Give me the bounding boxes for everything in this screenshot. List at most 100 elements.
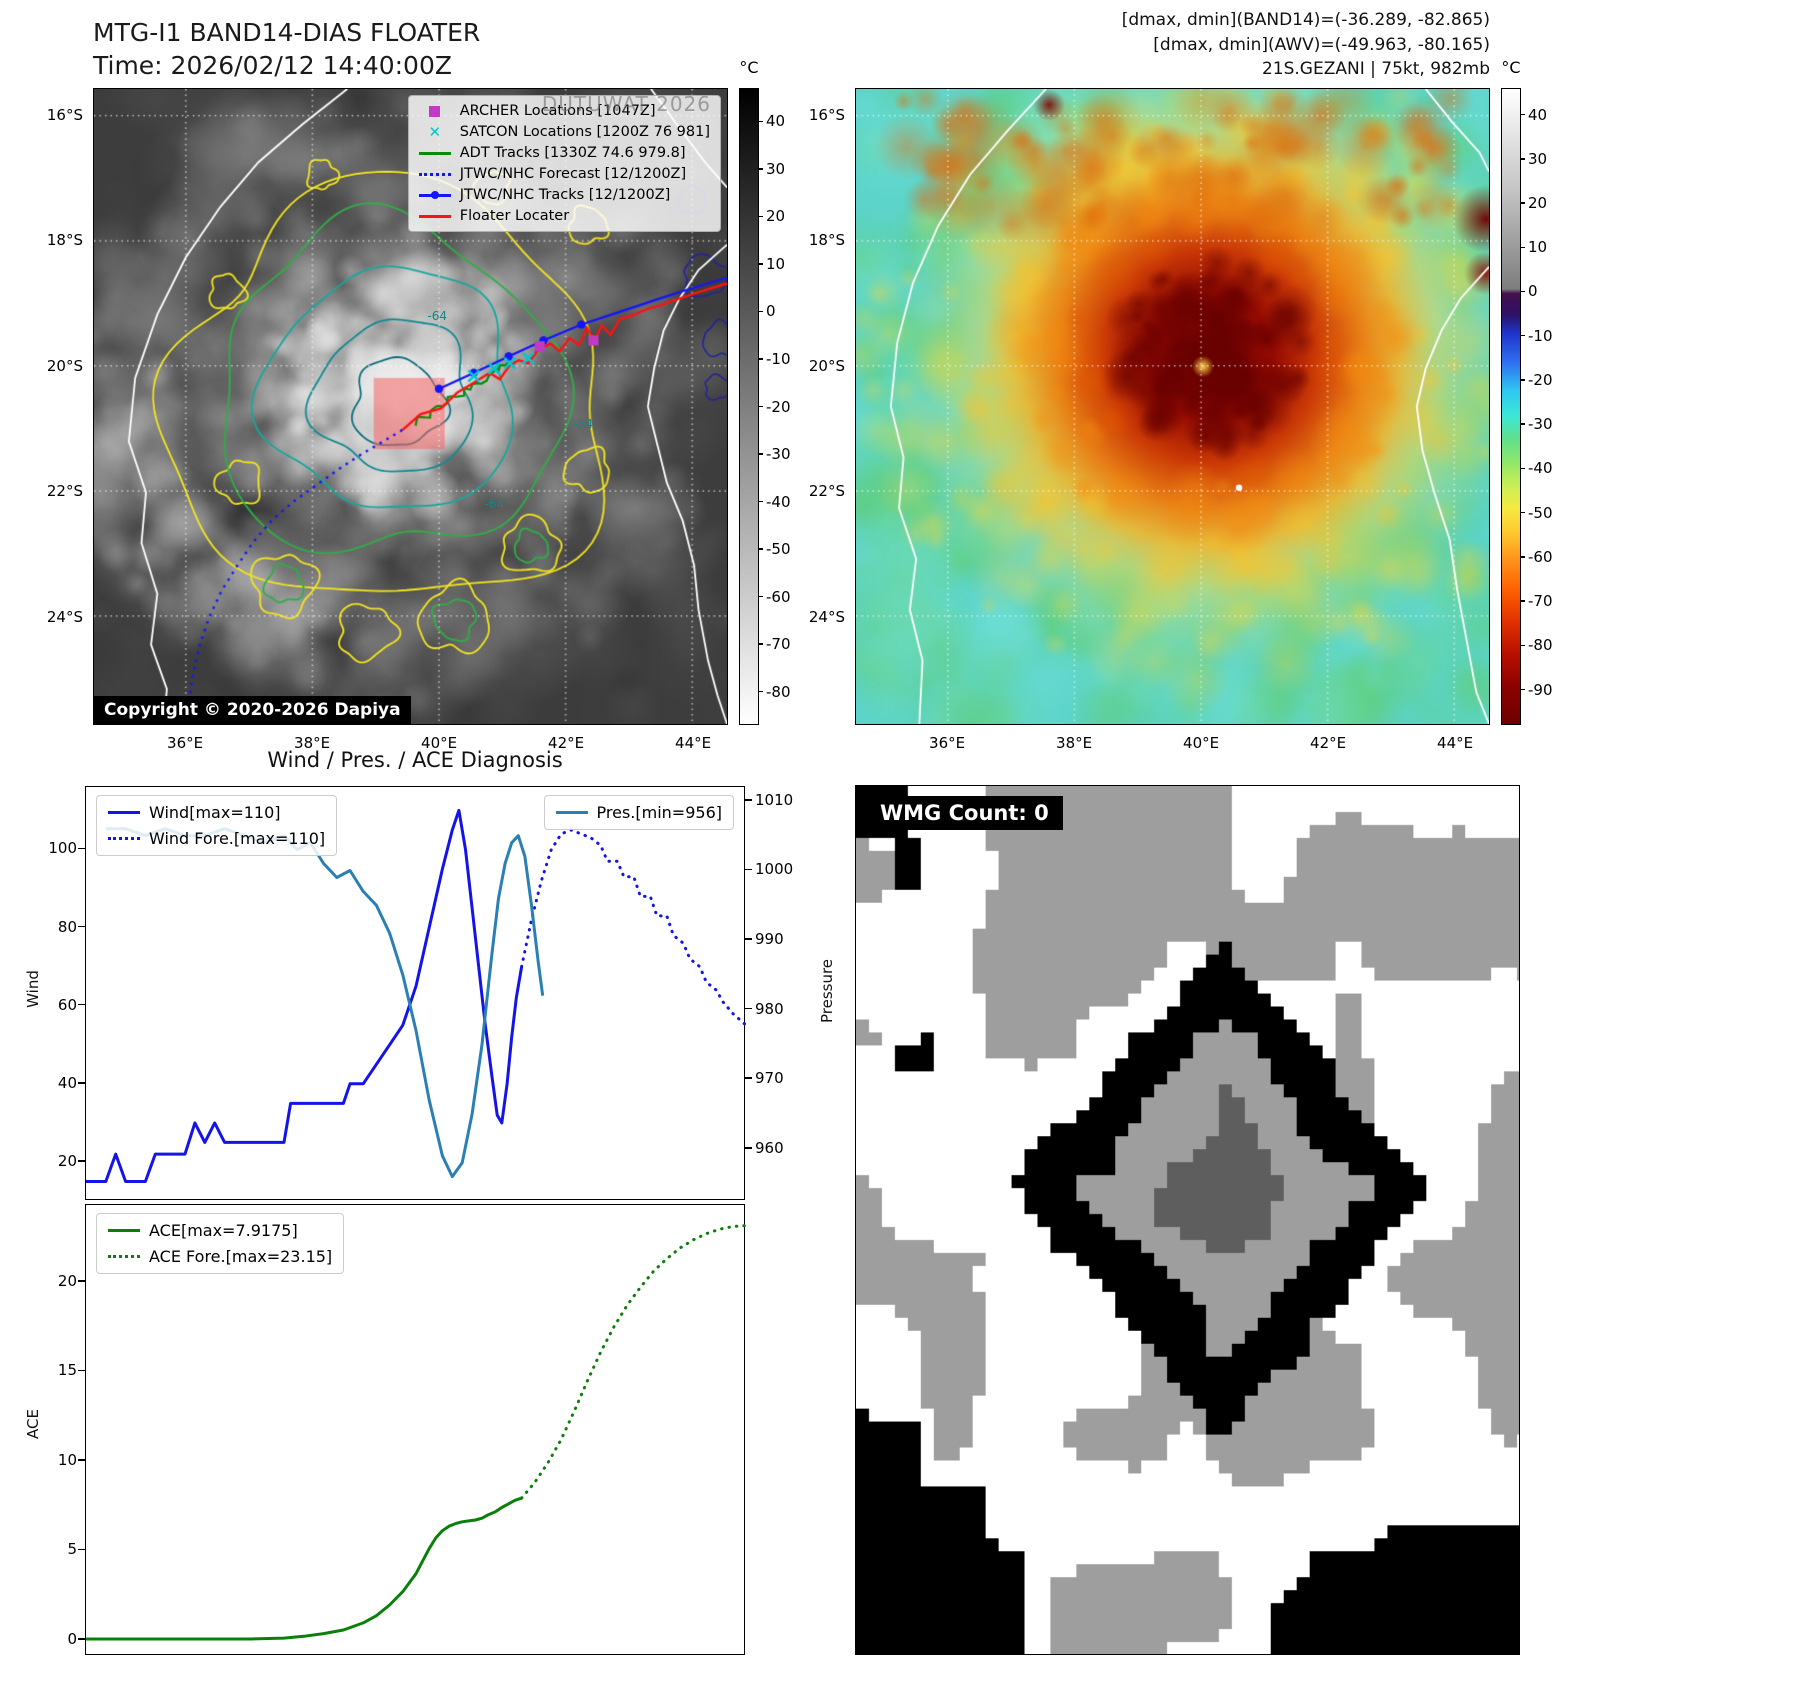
y2-tick-label: 970 [755,1069,784,1088]
y-tick-label: 10 [57,1450,77,1469]
wind-pressure-series-0 [86,808,524,1183]
colorbar-tick-mark [1521,556,1525,558]
line-marker-icon [418,146,451,160]
line-sample-icon [108,1224,140,1238]
lon-tick-label: 36°E [167,734,204,752]
dotted-marker-icon [418,167,451,181]
map-legend-item: ✕ SATCON Locations [1200Z 76 981] [419,124,710,140]
legend-label: Wind[max=110] [149,803,281,822]
y-tick-mark [78,925,85,928]
y-tick-label: 20 [57,1271,77,1290]
colorbar-tick-mark [1521,202,1525,204]
lat-tick-label: 18°S [808,231,845,250]
colorbar-tick-mark [759,690,763,693]
wind-legend: Wind[max=110] Wind Fore.[max=110] [96,795,338,856]
lat-tick-label: 24°S [808,607,845,626]
square-marker-icon [419,104,451,118]
map-legend-label: ARCHER Locations [1047Z] [459,103,656,119]
colorbar-tick-mark [759,595,763,598]
colorbar-tick-mark [1521,158,1525,160]
y-tick-label: 5 [67,1540,77,1559]
lon-tick-label: 40°E [1183,734,1220,752]
legend-item: ACE Fore.[max=23.15] [108,1247,332,1266]
colorbar-tick-label: -40 [1528,459,1553,478]
colorbar-tick-mark [1521,644,1525,647]
ace-axis-label: ACE [23,1409,42,1439]
lat-tick-label: 20°S [808,356,845,375]
colorbar-tick-label: -10 [766,349,791,368]
colorbar-tick-label: 20 [1528,194,1548,212]
band14-map-panel: ARCHER Locations [1047Z] ✕ SATCON Location… [93,88,728,725]
line-sample-icon [555,806,588,820]
colorbar-tick-label: 0 [766,302,776,321]
colorbar-tick-mark [1521,467,1525,470]
lat-tick-label: 22°S [46,482,83,501]
colorbar-tick-mark [1521,246,1525,248]
wmg-pixel-image [856,786,1519,1654]
colorbar-tick-label: -50 [766,540,791,559]
y-tick-mark [78,1369,85,1372]
y-tick-label: 20 [57,1151,77,1170]
band14-colorbar [739,88,759,725]
colorbar-tick-mark [1521,688,1525,691]
map-legend-label: SATCON Locations [1200Z 76 981] [459,124,710,140]
dotted-line-sample-icon [108,832,140,846]
y2-tick-mark [745,1077,752,1079]
legend-label: Pres.[min=956] [596,803,722,822]
colorbar-tick-mark [759,643,763,645]
colorbar-tick-label: -30 [766,445,791,464]
y-tick-mark [78,1160,85,1162]
dotted-line-sample-icon [108,1250,140,1264]
map-legend-label: Floater Locater [459,208,570,224]
colorbar-tick-mark [759,310,763,313]
lat-tick-label: 22°S [808,482,845,501]
ace-legend: ACE[max=7.9175] ACE Fore.[max=23.15] [96,1213,345,1274]
ace-series-0 [86,1496,523,1641]
ace-series-1 [520,1224,746,1500]
y-tick-mark [78,1003,85,1006]
lat-tick-label: 16°S [808,105,845,124]
y-tick-label: 40 [57,1073,77,1092]
x-marker-icon: ✕ [428,123,442,141]
band14-colorbar-unit: °C [739,58,759,77]
contour-value-label: -54 [573,417,594,432]
y-tick-mark [78,1638,85,1640]
legend-item: ACE[max=7.9175] [108,1221,332,1240]
lon-tick-label: 44°E [675,734,712,752]
wind-pressure-series-2 [105,827,545,1179]
legend-item: Wind Fore.[max=110] [108,829,325,848]
y-tick-label: 0 [67,1629,77,1648]
y-tick-label: 15 [57,1361,77,1380]
colorbar-tick-mark [759,168,763,170]
colorbar-tick-mark [759,120,763,123]
colorbar-tick-label: 40 [766,112,786,131]
metadata-header: [dmax, dmin](BAND14)=(-36.289, -82.865) … [1122,8,1490,82]
colorbar-tick-label: -80 [1528,636,1553,655]
colorbar-tick-mark [759,358,763,360]
y-tick-mark [78,1548,85,1551]
lat-tick-label: 20°S [46,356,83,375]
legend-label: ACE Fore.[max=23.15] [149,1247,333,1266]
colorbar-tick-mark [1521,379,1525,381]
colorbar-tick-mark [759,500,763,503]
colorbar-tick-mark [759,405,763,408]
wind-pressure-chart: Wind[max=110] Wind Fore.[max=110] Pres.[m… [85,786,746,1200]
y2-tick-mark [745,868,752,871]
y2-tick-mark [745,938,752,940]
y-tick-label: 60 [57,995,77,1014]
copyright-label: Copyright © 2020-2026 Dapiya [94,696,411,724]
legend-label: Wind Fore.[max=110] [149,829,326,848]
colorbar-tick-label: -40 [766,492,791,511]
wmg-panel: WMG Count: 0 [855,785,1520,1655]
wind-pressure-series-1 [520,828,746,1027]
wmg-count-badge: WMG Count: 0 [866,796,1063,830]
pressure-axis-label: Pressure [818,958,837,1024]
y2-tick-label: 990 [755,930,784,949]
map-legend-item: JTWC/NHC Tracks [12/1200Z] [418,187,710,203]
y-tick-mark [78,1459,85,1461]
storm-id-intensity: 21S.GEZANI | 75kt, 982mb [1261,59,1490,80]
map-legend-label: ADT Tracks [1330Z 74.6 979.8] [459,145,686,161]
lon-tick-label: 42°E [548,734,585,752]
line-marker-icon [418,209,451,223]
